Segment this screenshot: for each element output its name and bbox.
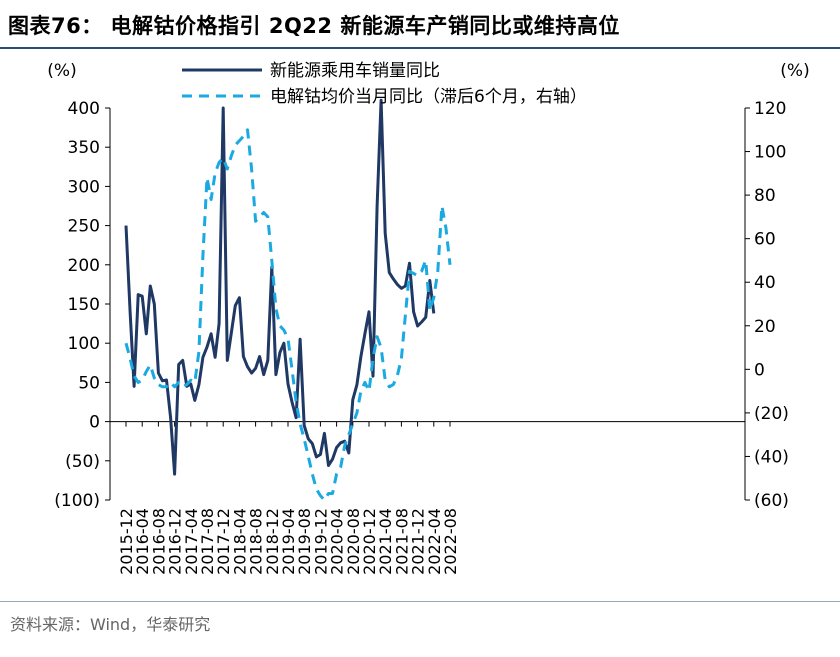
left-tick-label-2: 300: [68, 177, 100, 197]
right-tick-label-7: (20): [754, 404, 789, 424]
right-axis-unit: (%): [780, 61, 809, 81]
left-tick-label-10: (100): [54, 491, 100, 511]
right-tick-label-4: 40: [754, 273, 776, 293]
legend: 新能源乘用车销量同比 电解钴均价当月同比（滞后6个月，右轴）: [182, 61, 587, 107]
left-tick-label-5: 150: [68, 295, 100, 315]
source-note: 资料来源：Wind，华泰研究: [10, 615, 211, 634]
legend-label-sales: 新能源乘用车销量同比: [270, 61, 440, 81]
right-tick-label-0: 120: [754, 99, 786, 119]
right-tick-label-8: (40): [754, 447, 789, 467]
left-tick-label-0: 400: [68, 99, 100, 119]
figure-title: 图表76： 电解钴价格指引 2Q22 新能源车产销同比或维持高位: [8, 14, 620, 38]
x-tick-label-16: 2021-04: [376, 508, 395, 575]
x-tick-label-11: 2019-08: [295, 508, 314, 575]
title-divider: [0, 47, 840, 49]
series-layer: [124, 98, 452, 502]
x-tick-label-17: 2021-08: [392, 508, 411, 575]
right-tick-label-2: 80: [754, 186, 776, 206]
left-tick-label-3: 250: [68, 217, 100, 237]
left-tick-label-4: 200: [68, 256, 100, 276]
right-tick-label-3: 60: [754, 230, 776, 250]
x-axis: 2015-122016-042016-082016-122017-042017-…: [110, 421, 745, 575]
legend-label-price: 电解钴均价当月同比（滞后6个月，右轴）: [270, 87, 587, 107]
right-y-axis: 120 100 80 60 40 20 0 (20) (40) (60): [744, 99, 789, 511]
x-tick-label-8: 2018-08: [247, 508, 266, 575]
x-tick-label-2: 2016-08: [149, 508, 168, 575]
right-tick-label-1: 100: [754, 143, 786, 163]
x-tick-label-12: 2019-12: [311, 508, 330, 575]
x-tick-label-7: 2018-04: [230, 508, 249, 575]
x-tick-label-18: 2021-12: [409, 508, 428, 575]
left-tick-label-8: 0: [89, 413, 100, 433]
series-line-sales: [124, 98, 436, 476]
left-axis-unit: (%): [47, 61, 76, 81]
left-tick-label-9: (50): [65, 452, 100, 472]
right-tick-label-6: 0: [754, 360, 765, 380]
x-tick-label-0: 2015-12: [117, 508, 136, 575]
x-tick-label-20: 2022-08: [441, 508, 460, 575]
x-tick-label-5: 2017-08: [198, 508, 217, 575]
x-tick-label-15: 2020-12: [360, 508, 379, 575]
x-tick-label-3: 2016-12: [166, 508, 185, 575]
x-tick-label-9: 2018-12: [263, 508, 282, 575]
left-tick-label-6: 100: [68, 334, 100, 354]
figure-title-bar: 图表76： 电解钴价格指引 2Q22 新能源车产销同比或维持高位: [0, 0, 840, 52]
x-tick-label-13: 2020-04: [328, 508, 347, 575]
x-tick-label-14: 2020-08: [344, 508, 363, 575]
x-tick-label-10: 2019-04: [279, 508, 298, 575]
right-tick-label-5: 20: [754, 317, 776, 337]
left-y-axis: 400 350 300 250 200 150 100 50 0 (50) (100): [54, 99, 111, 511]
x-tick-label-19: 2022-04: [425, 508, 444, 575]
left-tick-label-7: 50: [78, 373, 100, 393]
x-tick-label-1: 2016-04: [133, 508, 152, 575]
x-tick-label-6: 2017-12: [214, 508, 233, 575]
right-tick-label-9: (60): [754, 491, 789, 511]
source-divider: [0, 601, 840, 602]
x-tick-label-4: 2017-04: [182, 508, 201, 575]
left-tick-label-1: 350: [68, 138, 100, 158]
